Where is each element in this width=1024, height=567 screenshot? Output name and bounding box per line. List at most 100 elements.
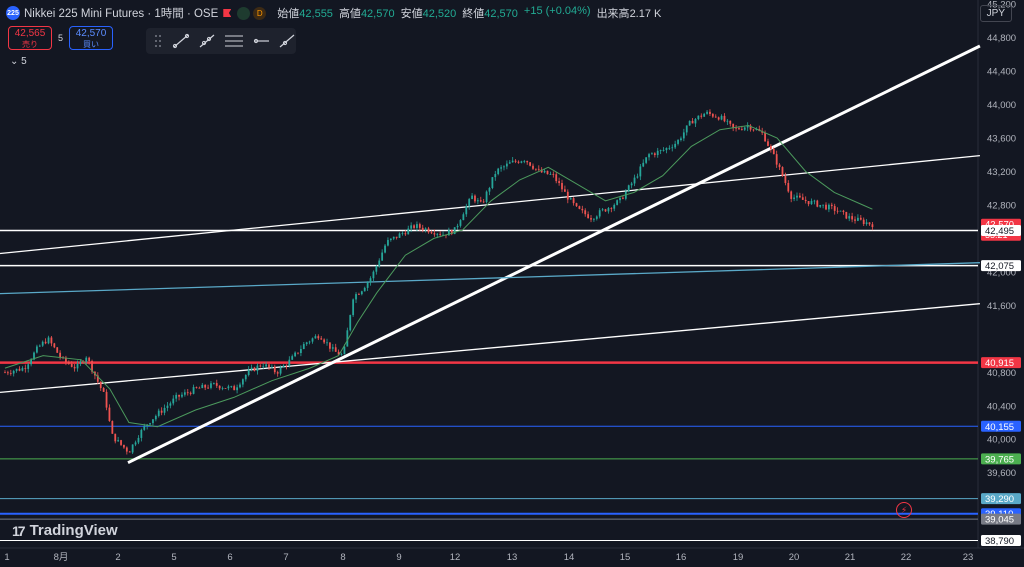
candle-body [105,391,108,408]
candle-body [503,166,505,168]
drawing-toolbar [146,28,296,54]
candle-body [474,195,476,202]
candle-body [851,216,854,220]
candle-body [331,347,334,349]
candle-body [775,154,778,165]
candle-body [558,181,561,184]
candle-body [778,164,781,168]
candle-body [117,440,120,442]
candle-body [848,216,851,219]
candle-body [302,344,305,350]
candle-body [769,145,772,150]
time-tick-label: 15 [620,552,631,563]
price-label-bg [981,534,1021,546]
candle-body [685,125,688,133]
price-label-bg [981,420,1021,432]
candle-body [24,368,27,369]
candle-body [500,167,502,169]
price-tick-label: 44,000 [987,100,1016,111]
candle-body [198,387,201,389]
candle-body [221,388,224,389]
trend-line [0,154,980,255]
candle-body [270,366,273,368]
candle-body [447,230,450,236]
candle-body [183,392,186,395]
spread-value: 5 [58,33,64,43]
candle-body [479,200,482,202]
candle-body [677,139,679,144]
candle-body [807,201,810,205]
candle-body [253,367,256,371]
candle-body [688,120,691,126]
candle-body [830,204,833,207]
candle-body [517,161,520,163]
candle-body [44,341,47,344]
candle-body [653,153,656,156]
candle-body [329,342,331,349]
candle-body [427,228,430,233]
candle-body [453,227,456,235]
candle-body [595,216,598,219]
candle-body [616,200,619,205]
candle-body [845,211,848,219]
indicators-collapse-button[interactable]: ⌄ 5 [10,56,27,67]
horizontal-ray-tool-icon[interactable] [252,33,270,49]
candle-body [360,291,363,295]
candle-body [816,200,819,207]
trade-panel: 42,565 売り 5 42,570 買い [8,26,114,50]
candle-body [529,162,531,166]
moving-average-line [4,124,873,428]
flag-icon[interactable] [223,9,232,17]
candle-body [134,442,137,445]
extended-line-tool-icon[interactable] [278,33,296,49]
candle-body [537,168,540,170]
price-tick-label: 39,600 [987,468,1016,479]
candle-body [680,138,682,140]
candle-body [720,115,723,120]
candle-body [108,407,111,422]
candle-body [85,357,88,362]
candle-body [842,210,845,212]
candle-body [825,204,827,210]
candle-body [601,209,604,211]
tradingview-logo: 17 TradingView [12,522,118,539]
candle-body [111,421,114,434]
candle-body [555,174,558,182]
drag-handle-icon[interactable] [152,33,164,49]
candle-body [575,203,578,207]
candle-body [76,364,79,369]
candle-body [407,228,410,235]
price-label-bg [981,357,1021,369]
candle-body [169,403,172,406]
candle-body [178,394,180,397]
candle-body [436,233,439,235]
candle-body [645,157,648,163]
buy-button[interactable]: 42,570 買い [69,26,114,50]
parallel-channel-tool-icon[interactable] [224,33,244,49]
candle-body [212,383,215,384]
trend-line-tool-icon[interactable] [172,33,190,49]
candle-body [53,343,56,348]
candle-body [418,224,421,228]
candle-body [123,444,125,448]
candle-body [456,225,459,228]
candle-body [65,357,67,362]
candle-body [349,315,352,331]
candle-body [358,294,360,295]
price-tick-label: 40,000 [987,435,1016,446]
currency-selector[interactable]: JPY [979,5,1012,22]
lightning-icon[interactable]: ⚡ [896,502,912,518]
candle-body [125,447,128,452]
ray-tool-icon[interactable] [198,33,216,49]
candle-body [642,162,645,167]
candle-body [566,191,569,200]
candle-body [839,210,842,212]
candle-body [404,233,407,235]
price-label: 40,155 [985,422,1014,433]
sell-button[interactable]: 42,565 売り [8,26,52,50]
symbol-title[interactable]: Nikkei 225 Mini Futures · 1時間 · OSE [24,8,219,20]
candle-body [378,260,381,267]
candle-body [717,117,720,120]
